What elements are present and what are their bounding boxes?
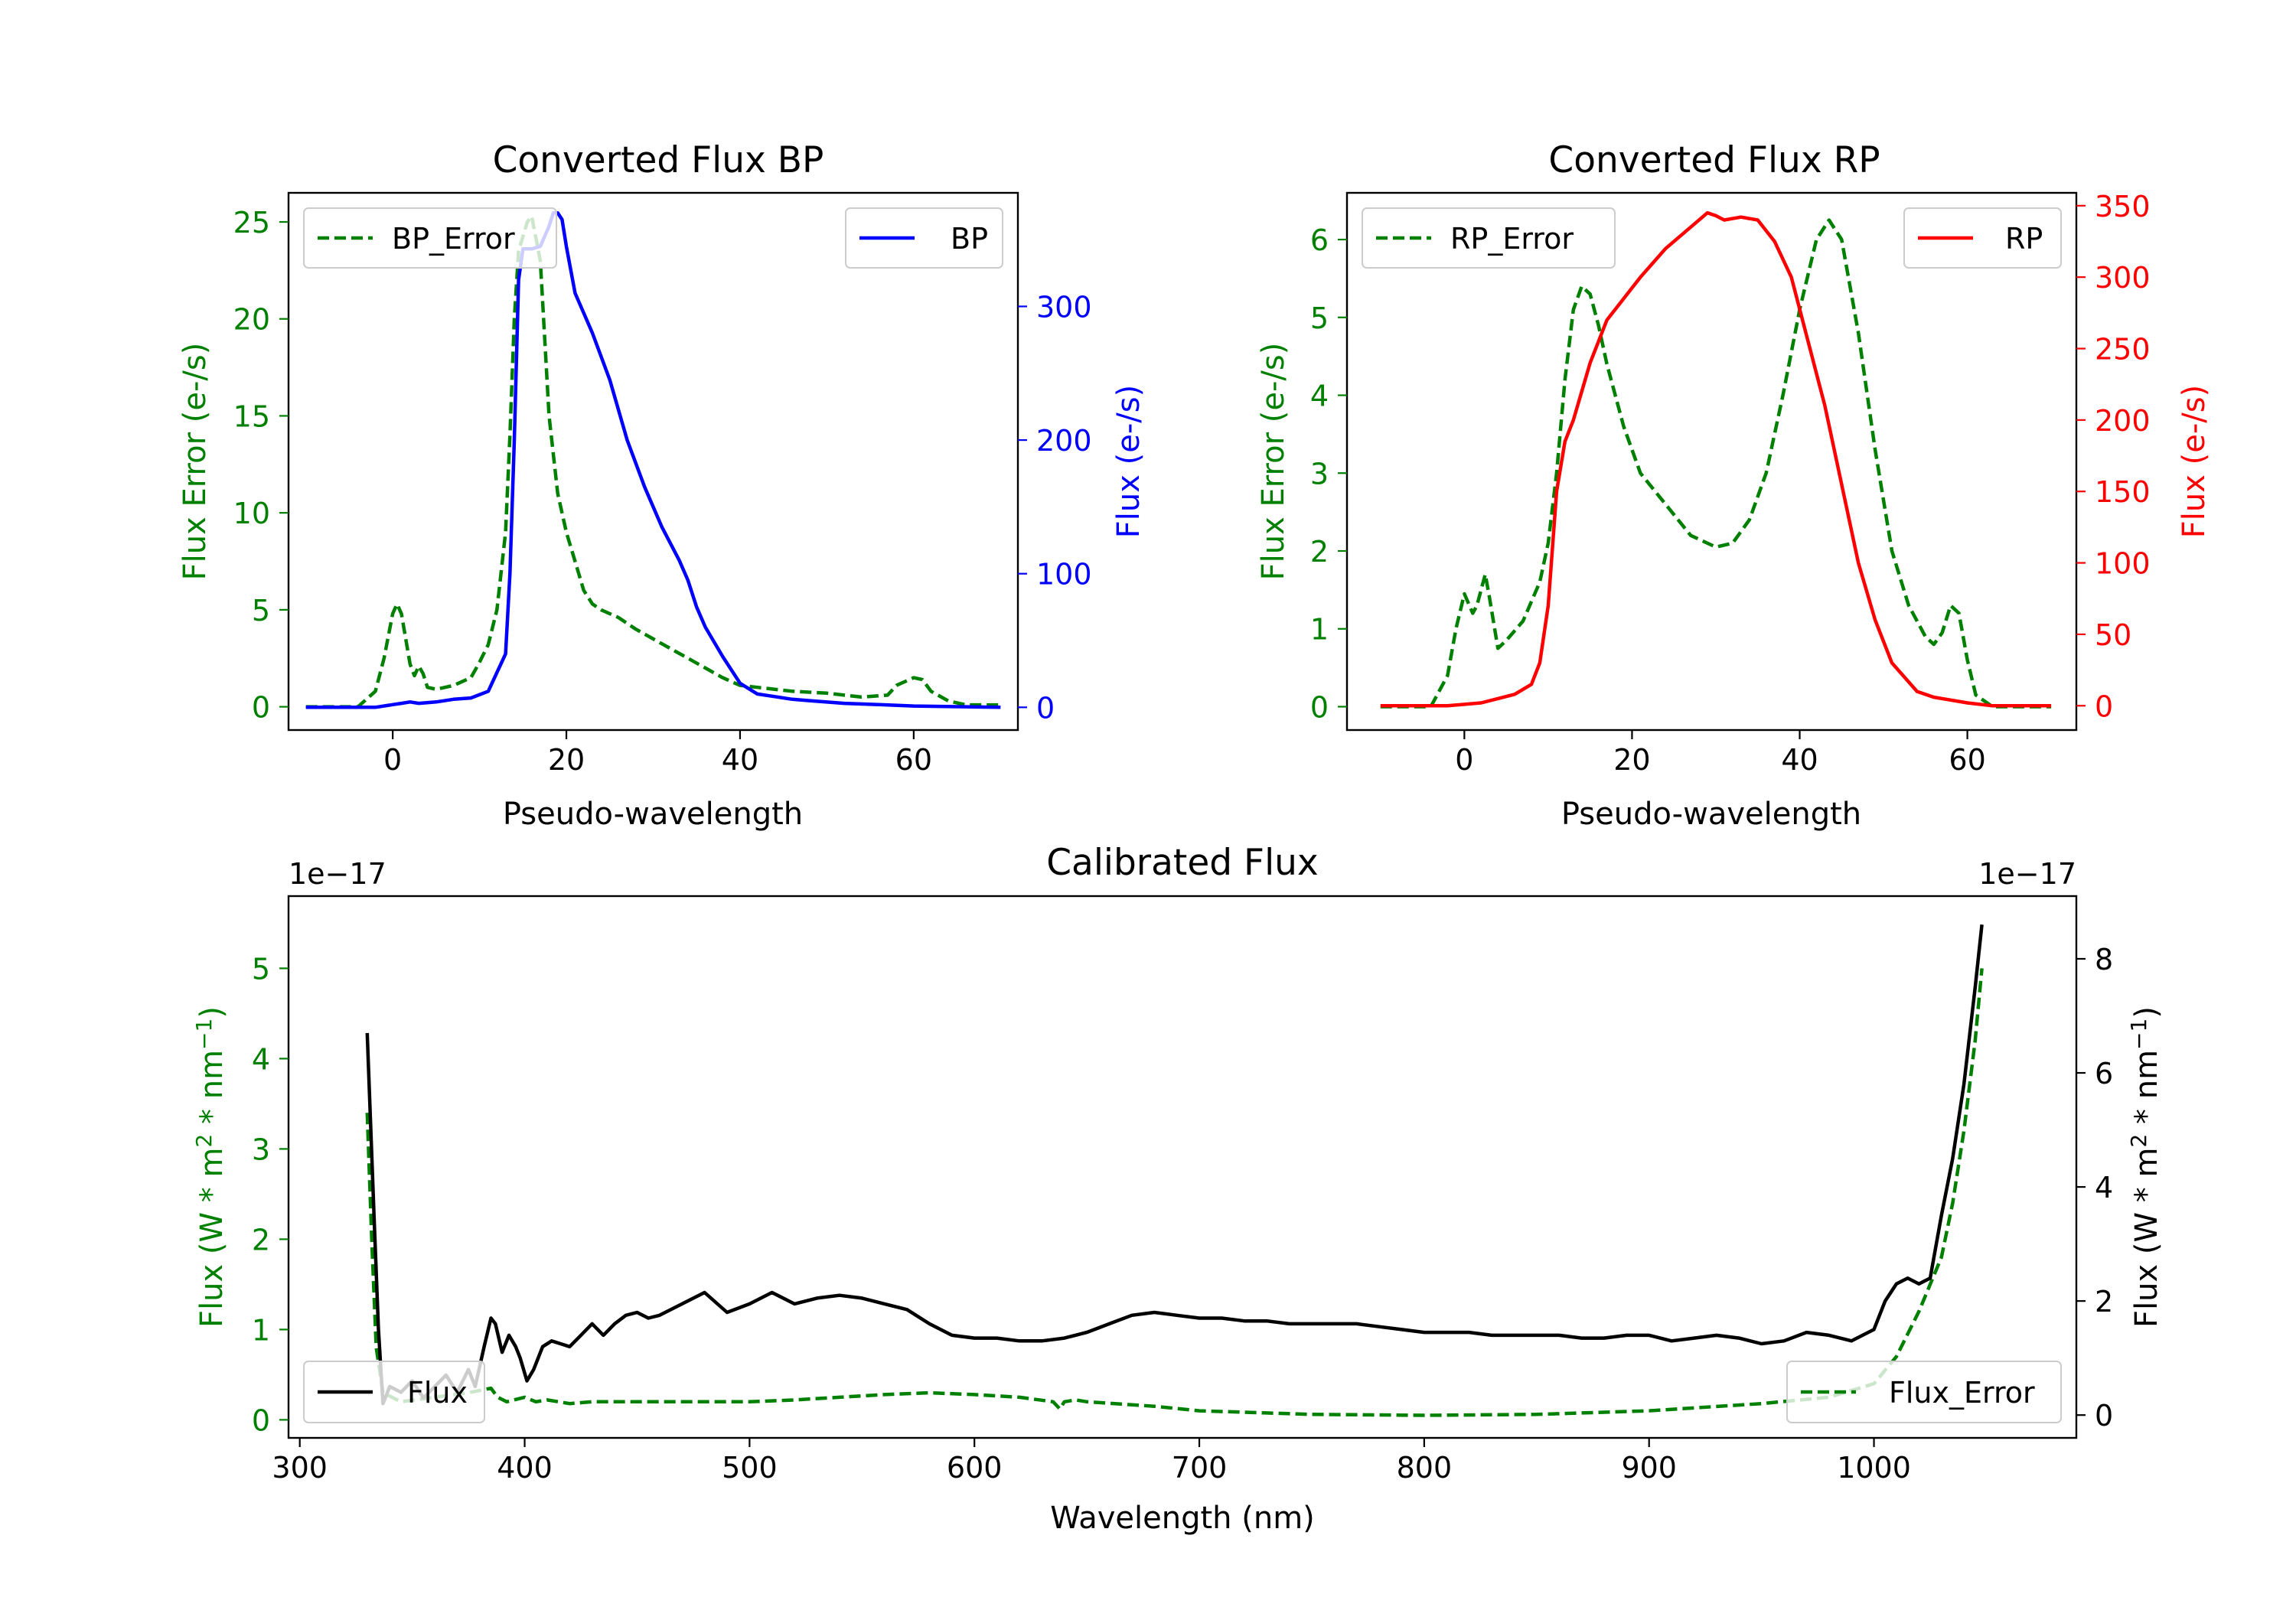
bp-right-tick-label: 200: [1036, 424, 1092, 458]
calibrated-x-tick-label: 400: [497, 1451, 553, 1485]
rp-left-tick-label: 4: [1310, 380, 1329, 413]
rp-left-tick-label: 2: [1310, 535, 1329, 569]
rp-legend-flux: RP: [1903, 207, 2062, 269]
bp-x-axis-label: Pseudo-wavelength: [503, 797, 803, 832]
bp-plot-area: 0 20 40 60 0 5 10 15 20 25 0 100 200 300: [233, 191, 1092, 777]
rp-right-tick-label: 100: [2095, 547, 2151, 581]
rp-right-tick-label: 200: [2095, 404, 2151, 438]
bp-legend-error: BP_Error: [303, 207, 557, 269]
rp-axes-frame: [1345, 191, 2078, 732]
rp-x-tick-label: 40: [1781, 743, 1818, 777]
bp-x-tick-label: 0: [383, 743, 402, 777]
bp-right-tick-label: 100: [1036, 558, 1092, 592]
bp-left-tick-label: 0: [252, 691, 270, 725]
calibrated-right-tick-label: 4: [2095, 1171, 2113, 1204]
bp-title: Converted Flux BP: [493, 139, 824, 181]
rp-left-tick-label: 6: [1310, 223, 1329, 257]
calibrated-left-axis-label: Flux (W * m2 * nm−1): [191, 1006, 230, 1328]
calibrated-left-offset: 1e−17: [289, 857, 386, 891]
bp-left-tick-label: 20: [233, 303, 270, 337]
calibrated-right-tick-label: 8: [2095, 943, 2113, 976]
calibrated-left-tick-label: 5: [252, 952, 270, 986]
rp-series-rp: [1380, 210, 2052, 708]
panel-rp: Converted Flux RP 0 20 40 60 0 1 2 3 4 5 6 0 50 100…: [1256, 139, 2212, 832]
calibrated-legend-flux: Flux: [303, 1361, 485, 1423]
bp-legend-flux-label: BP: [951, 222, 988, 256]
rp-right-axis-label: Flux (e-/s): [2177, 385, 2212, 538]
rp-x-tick-label: 0: [1455, 743, 1473, 777]
rp-legend-flux-label: RP: [2005, 222, 2043, 256]
calibrated-x-tick-label: 500: [722, 1451, 778, 1485]
bp-legend-error-label: BP_Error: [392, 222, 515, 256]
rp-legend-error-box: [1362, 207, 1616, 269]
rp-right-tick-label: 0: [2095, 689, 2113, 723]
bp-left-tick-label: 15: [233, 399, 270, 433]
rp-right-tick-label: 150: [2095, 475, 2151, 509]
rp-right-tick-label: 300: [2095, 261, 2151, 295]
bp-legend-error-box: [303, 207, 557, 269]
rp-x-tick-label: 60: [1949, 743, 1985, 777]
bp-series-bp-error: [305, 214, 1001, 709]
calibrated-left-tick-label: 3: [252, 1133, 270, 1166]
panel-bp: Converted Flux BP 0 20 40 60 0 5 10 15 20 25 0 10…: [178, 139, 1146, 832]
calibrated-series-flux-error: [365, 968, 1984, 1417]
calibrated-right-tick-label: 0: [2095, 1399, 2113, 1433]
bp-axes-frame: [287, 191, 1019, 732]
bp-legend-flux-box: [845, 207, 1003, 269]
calibrated-legend-error-box: [1786, 1361, 2062, 1423]
rp-legend-error-label: RP_Error: [1450, 222, 1574, 256]
bp-x-tick-label: 60: [895, 743, 932, 777]
calibrated-left-tick-label: 2: [252, 1223, 270, 1257]
calibrated-x-tick-label: 800: [1397, 1451, 1453, 1485]
calibrated-right-axis-label: Flux (W * m2 * nm−1): [2126, 1006, 2164, 1328]
rp-title: Converted Flux RP: [1548, 139, 1880, 181]
calibrated-left-tick-label: 0: [252, 1403, 270, 1437]
rp-left-tick-label: 3: [1310, 457, 1329, 491]
calibrated-x-tick-label: 700: [1172, 1451, 1228, 1485]
bp-left-tick-label: 10: [233, 497, 270, 530]
calibrated-axes-frame: [287, 895, 2078, 1439]
bp-left-tick-label: 25: [233, 206, 270, 240]
rp-plot-area: 0 20 40 60 0 1 2 3 4 5 6 0 50 100 150 200 250 300 350: [1310, 190, 2151, 777]
rp-legend-flux-box: [1903, 207, 2062, 269]
rp-right-tick-label: 50: [2095, 618, 2131, 652]
calibrated-left-tick-label: 4: [252, 1042, 270, 1076]
rp-x-tick-label: 20: [1613, 743, 1650, 777]
panel-calibrated: Calibrated Flux 1e−17 1e−17 300 400 500 600…: [191, 842, 2164, 1536]
rp-left-axis-label: Flux Error (e-/s): [1256, 343, 1291, 581]
rp-series-rp-error: [1380, 218, 2052, 709]
calibrated-title: Calibrated Flux: [1046, 842, 1319, 884]
calibrated-x-tick-label: 1000: [1837, 1451, 1911, 1485]
bp-x-tick-label: 40: [722, 743, 758, 777]
bp-right-tick-label: 0: [1036, 691, 1055, 725]
calibrated-x-tick-label: 900: [1621, 1451, 1677, 1485]
bp-x-tick-label: 20: [548, 743, 585, 777]
rp-right-tick-label: 350: [2095, 190, 2151, 223]
calibrated-legend-flux-label: Flux: [407, 1376, 468, 1410]
calibrated-series-flux: [365, 924, 1984, 1406]
rp-left-tick-label: 0: [1310, 690, 1329, 724]
calibrated-legend-flux-box: [303, 1361, 485, 1423]
rp-left-tick-label: 5: [1310, 302, 1329, 335]
bp-series-bp: [305, 210, 1001, 709]
bp-right-axis-label: Flux (e-/s): [1111, 385, 1146, 538]
bp-legend-flux: BP: [845, 207, 1003, 269]
rp-x-axis-label: Pseudo-wavelength: [1561, 797, 1861, 832]
rp-right-tick-label: 250: [2095, 333, 2151, 367]
calibrated-legend-error: Flux_Error: [1786, 1361, 2062, 1423]
calibrated-x-tick-label: 300: [272, 1451, 328, 1485]
bp-left-axis-label: Flux Error (e-/s): [178, 343, 213, 581]
calibrated-right-tick-label: 2: [2095, 1285, 2113, 1319]
bp-left-tick-label: 5: [252, 594, 270, 627]
bp-right-tick-label: 300: [1036, 290, 1092, 324]
calibrated-legend-error-label: Flux_Error: [1889, 1376, 2035, 1410]
rp-left-tick-label: 1: [1310, 613, 1329, 647]
calibrated-x-tick-label: 600: [947, 1451, 1003, 1485]
calibrated-right-offset: 1e−17: [1978, 857, 2076, 891]
calibrated-left-tick-label: 1: [252, 1313, 270, 1347]
calibrated-x-axis-label: Wavelength (nm): [1050, 1501, 1315, 1536]
calibrated-right-tick-label: 6: [2095, 1057, 2113, 1090]
rp-legend-error: RP_Error: [1362, 207, 1616, 269]
